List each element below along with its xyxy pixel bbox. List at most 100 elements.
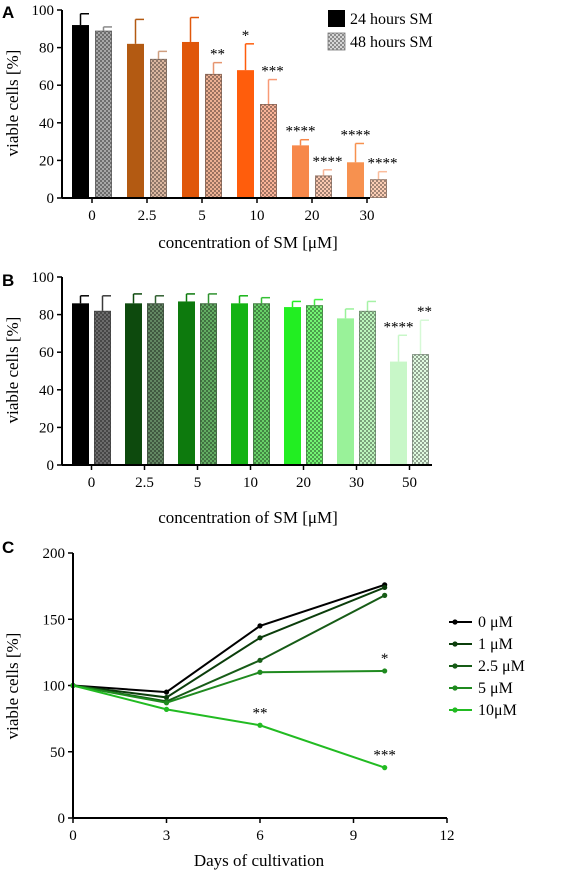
series-line [72, 669, 385, 704]
panel-c-lines: ****** [70, 582, 396, 771]
legend-label: 10μM [478, 702, 517, 719]
panel-a-y-axis-title: viable cells [%] [3, 50, 22, 157]
y-tick-label: 50 [50, 745, 65, 761]
bar [237, 70, 254, 198]
significance-marker: **** [286, 124, 316, 140]
legend-swatch-48h-pattern [327, 32, 346, 51]
panel-a-x-ticks: 0 2.5 5 10 20 30 [88, 198, 375, 224]
panel-c: C viable cells [%] 0 50 100 150 200 0 3 6 9 12 *… [2, 538, 525, 870]
bar-pattern [412, 354, 429, 465]
significance-marker: ** [210, 47, 225, 63]
x-tick-label: 0 [69, 828, 77, 844]
series-line [72, 583, 385, 694]
significance-marker: *** [261, 64, 284, 80]
panel-a-bars: ********************** [72, 13, 398, 199]
bar-pattern [370, 179, 387, 198]
legend-label: 0 μM [478, 614, 513, 631]
x-tick-label: 10 [250, 208, 265, 224]
x-tick-label: 30 [360, 208, 375, 224]
panel-c-x-ticks: 0 3 6 9 12 [69, 818, 455, 844]
bar-pattern [260, 104, 277, 198]
panel-a-x-axis-title: concentration of SM [μM] [158, 233, 338, 252]
y-tick-label: 100 [43, 679, 66, 695]
panel-c-y-axis-title: viable cells [%] [3, 633, 22, 740]
data-point [163, 689, 170, 695]
bar [125, 303, 142, 465]
bar-pattern [253, 303, 270, 465]
x-tick-label: 5 [194, 475, 202, 491]
bar-pattern [306, 305, 323, 466]
significance-marker: ** [253, 705, 268, 721]
panel-c-legend: 0 μM 1 μM 2.5 μM 5 μM 10μM [449, 614, 525, 719]
bar-pattern [315, 175, 332, 199]
y-tick-label: 20 [39, 153, 54, 169]
x-tick-label: 5 [198, 208, 206, 224]
bar-pattern [95, 30, 112, 199]
y-tick-label: 60 [39, 78, 54, 94]
panel-b-axes [61, 277, 432, 466]
x-tick-label: 9 [350, 828, 358, 844]
x-tick-label: 2.5 [138, 208, 157, 224]
panel-b: B viable cells [%] 0 20 40 60 80 100 0 2.5 5 10 2… [2, 270, 432, 527]
bar-pattern [150, 58, 167, 198]
data-point [163, 700, 170, 706]
bar-pattern [94, 310, 111, 465]
y-tick-label: 40 [39, 383, 54, 399]
y-tick-label: 200 [43, 546, 66, 562]
panel-a-legend: 24 hours SM 48 hours SM [327, 10, 433, 51]
y-tick-label: 150 [43, 612, 66, 628]
legend-marker [452, 641, 458, 647]
panel-b-bars: ****** [72, 293, 432, 466]
bar [127, 43, 144, 199]
bar-pattern [200, 303, 217, 465]
series-line [72, 586, 386, 699]
legend-label: 5 μM [478, 680, 513, 697]
significance-marker: **** [341, 127, 371, 143]
data-point [382, 592, 388, 599]
y-tick-label: 100 [32, 270, 55, 286]
x-tick-label: 20 [305, 208, 320, 224]
y-tick-label: 80 [39, 308, 54, 324]
data-point [257, 722, 263, 728]
legend-label-48h: 48 hours SM [350, 34, 433, 51]
bar [182, 41, 199, 199]
panel-b-x-ticks: 0 2.5 5 10 20 30 50 [88, 465, 417, 491]
bar [337, 318, 354, 465]
x-tick-label: 10 [243, 475, 258, 491]
data-point [257, 635, 263, 641]
data-point [163, 694, 170, 701]
x-tick-label: 6 [256, 828, 264, 844]
panel-b-y-ticks: 0 20 40 60 80 100 [32, 270, 62, 474]
data-point [163, 706, 170, 712]
bar [292, 145, 309, 198]
x-tick-label: 12 [440, 828, 455, 844]
x-tick-label: 50 [402, 475, 417, 491]
y-tick-label: 80 [39, 41, 54, 57]
significance-marker: **** [384, 319, 414, 335]
series-line [72, 684, 385, 769]
bar [231, 303, 248, 465]
data-point [257, 623, 263, 629]
legend-marker [452, 619, 458, 625]
data-point [382, 584, 388, 591]
bar-pattern [359, 310, 376, 465]
data-point [382, 668, 388, 674]
bar [347, 162, 364, 198]
y-tick-label: 0 [47, 458, 55, 474]
legend-label-24h: 24 hours SM [350, 11, 433, 28]
bar [72, 25, 89, 199]
y-tick-label: 20 [39, 420, 54, 436]
legend-marker [452, 663, 458, 669]
x-tick-label: 30 [349, 475, 364, 491]
x-tick-label: 0 [88, 208, 96, 224]
legend-swatch-24h [328, 10, 345, 27]
y-tick-label: 0 [58, 811, 66, 827]
bar [284, 307, 301, 465]
y-tick-label: 60 [39, 345, 54, 361]
panel-b-y-axis-title: viable cells [%] [3, 317, 22, 424]
panel-a-letter: A [2, 3, 14, 22]
panel-b-x-axis-title: concentration of SM [μM] [158, 508, 338, 527]
significance-marker: * [381, 651, 389, 667]
bar [72, 303, 89, 465]
panel-c-x-axis-title: Days of cultivation [194, 851, 325, 870]
